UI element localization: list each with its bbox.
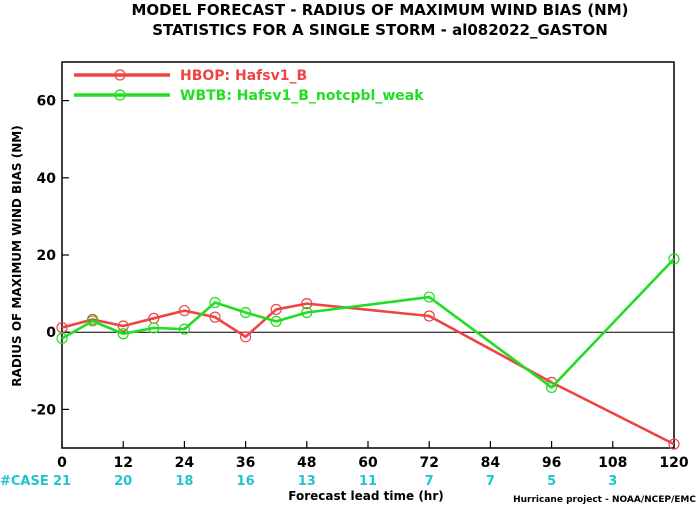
x-tick-label: 72 bbox=[419, 455, 438, 471]
data-point bbox=[117, 320, 129, 332]
x-tick-label: 48 bbox=[297, 455, 316, 471]
x-tick-label: 24 bbox=[175, 455, 195, 471]
case-count: 7 bbox=[486, 474, 495, 489]
legend-label: WBTB: Hafsv1_B_notcpbl_weak bbox=[180, 88, 424, 104]
data-point bbox=[240, 331, 252, 343]
x-tick-label: 12 bbox=[113, 455, 132, 471]
plot-area: 0 12 24 36 48 60 72 84 96 108 120 -20 0 20 40 60 #CASE 21… bbox=[0, 61, 689, 489]
data-point bbox=[240, 306, 252, 319]
data-point bbox=[270, 315, 282, 327]
case-count: 20 bbox=[114, 474, 132, 489]
x-tick-label: 0 bbox=[57, 455, 67, 471]
data-point bbox=[301, 306, 313, 319]
data-point bbox=[56, 321, 68, 334]
x-tick-label: 96 bbox=[542, 455, 561, 471]
x-tick-label: 108 bbox=[598, 455, 627, 471]
credit-text: Hurricane project - NOAA/NCEP/EMC bbox=[513, 495, 696, 505]
case-count: 11 bbox=[359, 474, 377, 489]
x-axis-title: Forecast lead time (hr) bbox=[288, 489, 444, 503]
case-prefix: #CASE bbox=[0, 474, 49, 489]
data-point bbox=[178, 323, 190, 335]
legend-label: HBOP: Hafsv1_B bbox=[180, 68, 307, 84]
data-point bbox=[86, 315, 99, 327]
y-tick-label: -20 bbox=[31, 402, 57, 418]
chart-title: MODEL FORECAST - RADIUS OF MAXIMUM WIND … bbox=[131, 1, 628, 19]
case-count: 5 bbox=[547, 474, 556, 489]
case-count: 21 bbox=[53, 474, 71, 489]
data-point bbox=[668, 253, 680, 265]
data-point bbox=[545, 381, 558, 393]
data-point bbox=[301, 298, 313, 310]
case-count: 3 bbox=[608, 474, 617, 489]
data-point bbox=[423, 310, 435, 322]
x-tick-label: 120 bbox=[659, 455, 688, 471]
data-point bbox=[148, 322, 160, 334]
data-point bbox=[209, 311, 221, 323]
data-point bbox=[117, 328, 129, 340]
case-count: 13 bbox=[298, 474, 316, 489]
series-line bbox=[61, 302, 675, 446]
data-point bbox=[56, 332, 68, 344]
case-count: 7 bbox=[425, 474, 434, 489]
y-tick-label: 60 bbox=[37, 94, 57, 110]
data-point bbox=[270, 303, 282, 316]
data-point bbox=[668, 438, 680, 450]
legend-marker bbox=[114, 89, 126, 101]
data-point bbox=[178, 304, 190, 317]
x-tick-label: 36 bbox=[236, 455, 255, 471]
y-tick-label: 40 bbox=[37, 171, 57, 187]
case-count: 18 bbox=[175, 474, 193, 489]
plot-frame bbox=[61, 61, 675, 449]
data-point bbox=[209, 296, 221, 309]
y-tick-label: 20 bbox=[37, 248, 57, 264]
x-tick-label: 60 bbox=[358, 455, 378, 471]
x-tick-label: 84 bbox=[481, 455, 501, 471]
data-point bbox=[423, 291, 435, 303]
y-axis-title: RADIUS OF MAXIMUM WIND BIAS (NM) bbox=[10, 125, 24, 386]
chart-subtitle: STATISTICS FOR A SINGLE STORM - al082022… bbox=[152, 21, 608, 39]
case-count: 16 bbox=[237, 474, 255, 489]
y-tick-label: 0 bbox=[46, 325, 56, 341]
legend-marker bbox=[114, 69, 126, 81]
